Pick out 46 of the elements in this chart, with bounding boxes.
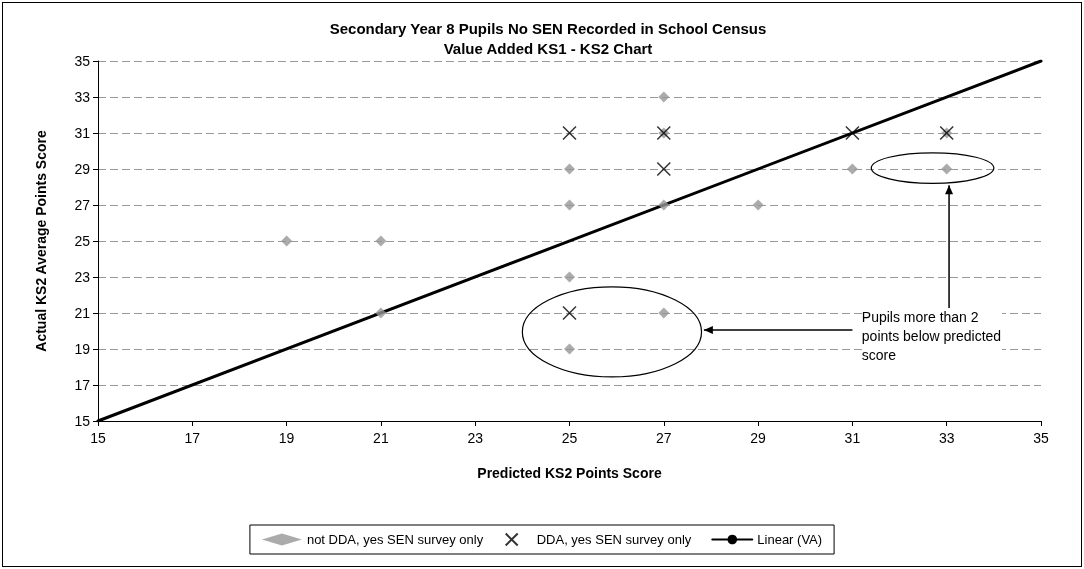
point bbox=[562, 125, 577, 141]
y-tick-label: 31 bbox=[74, 125, 91, 141]
x-tick-label: 17 bbox=[184, 430, 201, 446]
point bbox=[375, 307, 387, 319]
x-tick-label: 33 bbox=[938, 430, 955, 446]
legend-label: not DDA, yes SEN survey only bbox=[306, 532, 484, 547]
y-tick-label: 21 bbox=[74, 305, 91, 321]
x-tick-label: 27 bbox=[656, 430, 672, 446]
annotation: Pupils more than 2 points below predicted score bbox=[861, 307, 1002, 365]
legend-label: Linear (VA) bbox=[757, 532, 823, 547]
x-tick-label: 21 bbox=[373, 430, 389, 446]
point bbox=[941, 163, 953, 175]
point bbox=[845, 125, 860, 141]
x-tick-label: 29 bbox=[750, 430, 767, 446]
y-tick-label: 29 bbox=[74, 161, 91, 177]
legend-label: DDA, yes SEN survey only bbox=[536, 532, 692, 547]
point bbox=[564, 163, 575, 175]
point bbox=[752, 199, 764, 211]
point bbox=[656, 161, 672, 177]
point bbox=[658, 91, 670, 103]
point bbox=[564, 343, 575, 355]
x-tick-label: 15 bbox=[90, 430, 106, 446]
point bbox=[846, 163, 858, 175]
x-tick-label: 25 bbox=[561, 430, 578, 446]
x-tick-label: 19 bbox=[278, 430, 295, 446]
y-tick-label: 23 bbox=[74, 269, 91, 285]
y-tick-label: 19 bbox=[74, 341, 91, 357]
x-tick-label: 23 bbox=[467, 430, 484, 446]
point bbox=[375, 235, 387, 247]
chart-title: Secondary Year 8 Pupils No SEN Recorded in School Census Value Added KS1 - KS2 Chart bbox=[329, 19, 767, 57]
y-tick-label: 17 bbox=[74, 377, 91, 393]
y-axis-title: Actual KS2 Average Points Score bbox=[33, 130, 49, 352]
y-tick-label: 35 bbox=[74, 53, 91, 69]
point bbox=[658, 307, 670, 319]
point bbox=[564, 199, 575, 211]
point bbox=[562, 305, 577, 321]
point bbox=[281, 235, 293, 247]
x-tick-label: 31 bbox=[844, 430, 861, 446]
y-tick-label: 33 bbox=[74, 89, 91, 105]
point bbox=[564, 271, 575, 283]
y-tick-label: 27 bbox=[74, 197, 91, 213]
x-tick-label: 35 bbox=[1033, 430, 1049, 446]
point bbox=[658, 199, 670, 211]
x-axis-title: Predicted KS2 Points Score bbox=[477, 465, 662, 481]
y-tick-label: 15 bbox=[74, 413, 91, 429]
y-tick-label: 25 bbox=[74, 233, 91, 249]
